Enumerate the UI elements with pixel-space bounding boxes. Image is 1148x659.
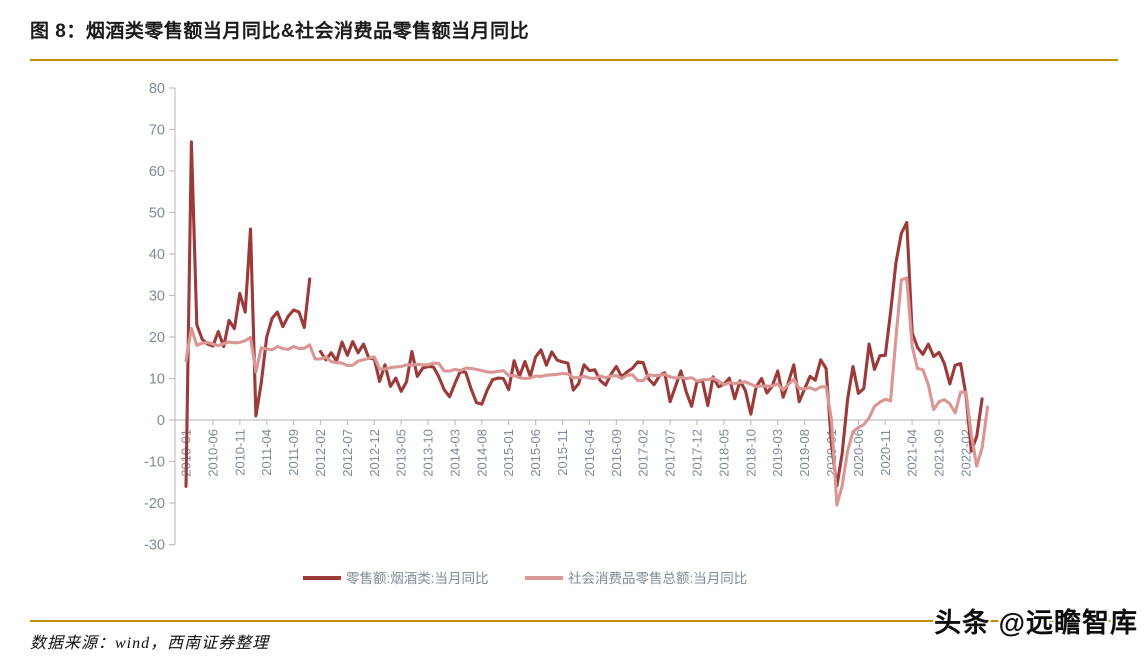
x-tick-label: 2010-11 [232, 429, 247, 476]
x-tick-label: 2021-04 [905, 429, 920, 477]
x-tick-label: 2015-11 [555, 429, 570, 476]
x-tick-label: 2020-06 [851, 429, 866, 477]
x-tick-label: 2014-08 [474, 429, 489, 477]
x-tick-label: 2011-04 [259, 429, 274, 476]
y-tick-label: 60 [149, 164, 165, 180]
x-tick-label: 2011-09 [286, 429, 301, 476]
x-tick-label: 2016-09 [609, 429, 624, 477]
x-tick-label: 2017-02 [636, 429, 651, 477]
x-tick-label: 2010-06 [205, 429, 220, 477]
x-tick-label: 2016-04 [582, 429, 597, 477]
y-axis-ticks: 80 70 60 50 40 30 20 10 0 -10 -20 -30 [144, 81, 175, 554]
x-tick-label: 2021-09 [932, 429, 947, 477]
y-tick-label: -10 [144, 455, 165, 471]
legend-label-tobacco: 零售额:烟酒类:当月同比 [346, 571, 489, 586]
x-tick-label: 2019-03 [770, 429, 785, 477]
x-tick-label: 2018-05 [716, 429, 731, 477]
x-tick-label: 2013-10 [421, 429, 436, 477]
y-tick-label: 70 [149, 123, 165, 139]
footer-divider-rule [30, 620, 1118, 622]
y-tick-label: 10 [149, 372, 165, 388]
x-axis-ticks: 2010-01 2010-06 2010-11 2011-04 2011-09 2012-… [179, 420, 973, 477]
x-tick-label: 2012-07 [340, 429, 355, 477]
y-tick-label: 80 [149, 81, 165, 97]
legend-label-retail-total: 社会消费品零售总额:当月同比 [568, 571, 747, 586]
x-tick-label: 2017-07 [663, 429, 678, 477]
y-tick-label: 20 [149, 330, 165, 346]
x-tick-label: 2013-05 [394, 429, 409, 477]
y-tick-label: 30 [149, 289, 165, 305]
y-tick-label: 40 [149, 247, 165, 263]
x-tick-label: 2012-02 [313, 429, 328, 477]
chart-series [184, 140, 990, 507]
x-tick-label: 2015-01 [501, 429, 516, 477]
series-line-1 [184, 276, 990, 507]
x-tick-label: 2019-08 [797, 429, 812, 477]
chart-axes [174, 88, 988, 545]
x-tick-label: 2017-12 [690, 429, 705, 477]
title-divider-rule [30, 59, 1118, 61]
x-tick-label: 2012-12 [367, 429, 382, 477]
x-tick-label: 2014-03 [447, 429, 462, 477]
x-tick-label: 2020-11 [878, 429, 893, 476]
source-note: 数据来源：wind，西南证券整理 [30, 635, 270, 652]
watermark: 头条 @远瞻智库 [934, 608, 1138, 638]
x-tick-label: 2015-06 [528, 429, 543, 477]
figure-title: 图 8：烟酒类零售额当月同比&社会消费品零售额当月同比 [30, 21, 530, 42]
y-tick-label: 50 [149, 206, 165, 222]
y-tick-label: -20 [144, 496, 165, 512]
y-tick-label: -30 [144, 538, 165, 554]
x-tick-label: 2018-10 [743, 429, 758, 477]
chart-legend: 零售额:烟酒类:当月同比 社会消费品零售总额:当月同比 [303, 571, 747, 586]
y-tick-label: 0 [157, 413, 165, 429]
